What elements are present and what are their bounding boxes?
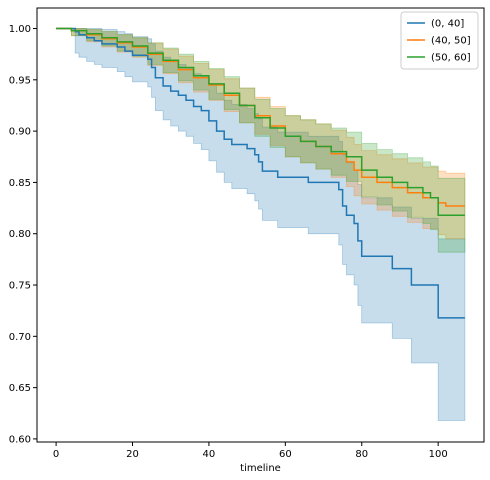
x-tick-label: 0 — [53, 449, 59, 460]
x-axis-ticks: 0 20 40 60 80 100 — [53, 442, 448, 460]
y-tick-label: 1.00 — [9, 24, 31, 35]
survival-line-2 — [56, 27, 465, 217]
y-tick-label: 0.90 — [9, 127, 31, 138]
legend-label-1: (40, 50] — [431, 36, 471, 47]
survival-lines — [56, 27, 465, 319]
x-tick-label: 80 — [355, 449, 368, 460]
y-tick-label: 0.95 — [9, 75, 31, 86]
legend-box — [400, 11, 479, 70]
x-tick-label: 60 — [279, 449, 292, 460]
legend: (0, 40] (40, 50] (50, 60] — [400, 11, 479, 70]
y-tick-label: 0.75 — [9, 281, 31, 292]
y-tick-label: 0.65 — [9, 383, 31, 394]
y-tick-label: 0.70 — [9, 332, 31, 343]
legend-label-2: (50, 60] — [431, 53, 471, 64]
y-tick-label: 0.80 — [9, 229, 31, 240]
plot-frame — [36, 7, 485, 443]
survival-line-0 — [56, 27, 465, 319]
x-axis-label: timeline — [240, 463, 281, 474]
ci-band-0 — [56, 28, 466, 421]
x-tick-label: 20 — [126, 449, 139, 460]
y-tick-label: 0.85 — [9, 178, 31, 189]
y-tick-label: 0.60 — [9, 434, 31, 445]
x-tick-label: 100 — [429, 449, 448, 460]
confidence-bands — [56, 28, 466, 421]
ci-band-2 — [56, 28, 466, 253]
x-tick-label: 40 — [203, 449, 216, 460]
y-axis-ticks: 0.60 0.65 0.70 0.75 0.80 0.85 0.90 0.95 1.00 — [9, 24, 37, 445]
ci-band-1 — [56, 28, 466, 240]
legend-label-0: (0, 40] — [431, 19, 464, 30]
